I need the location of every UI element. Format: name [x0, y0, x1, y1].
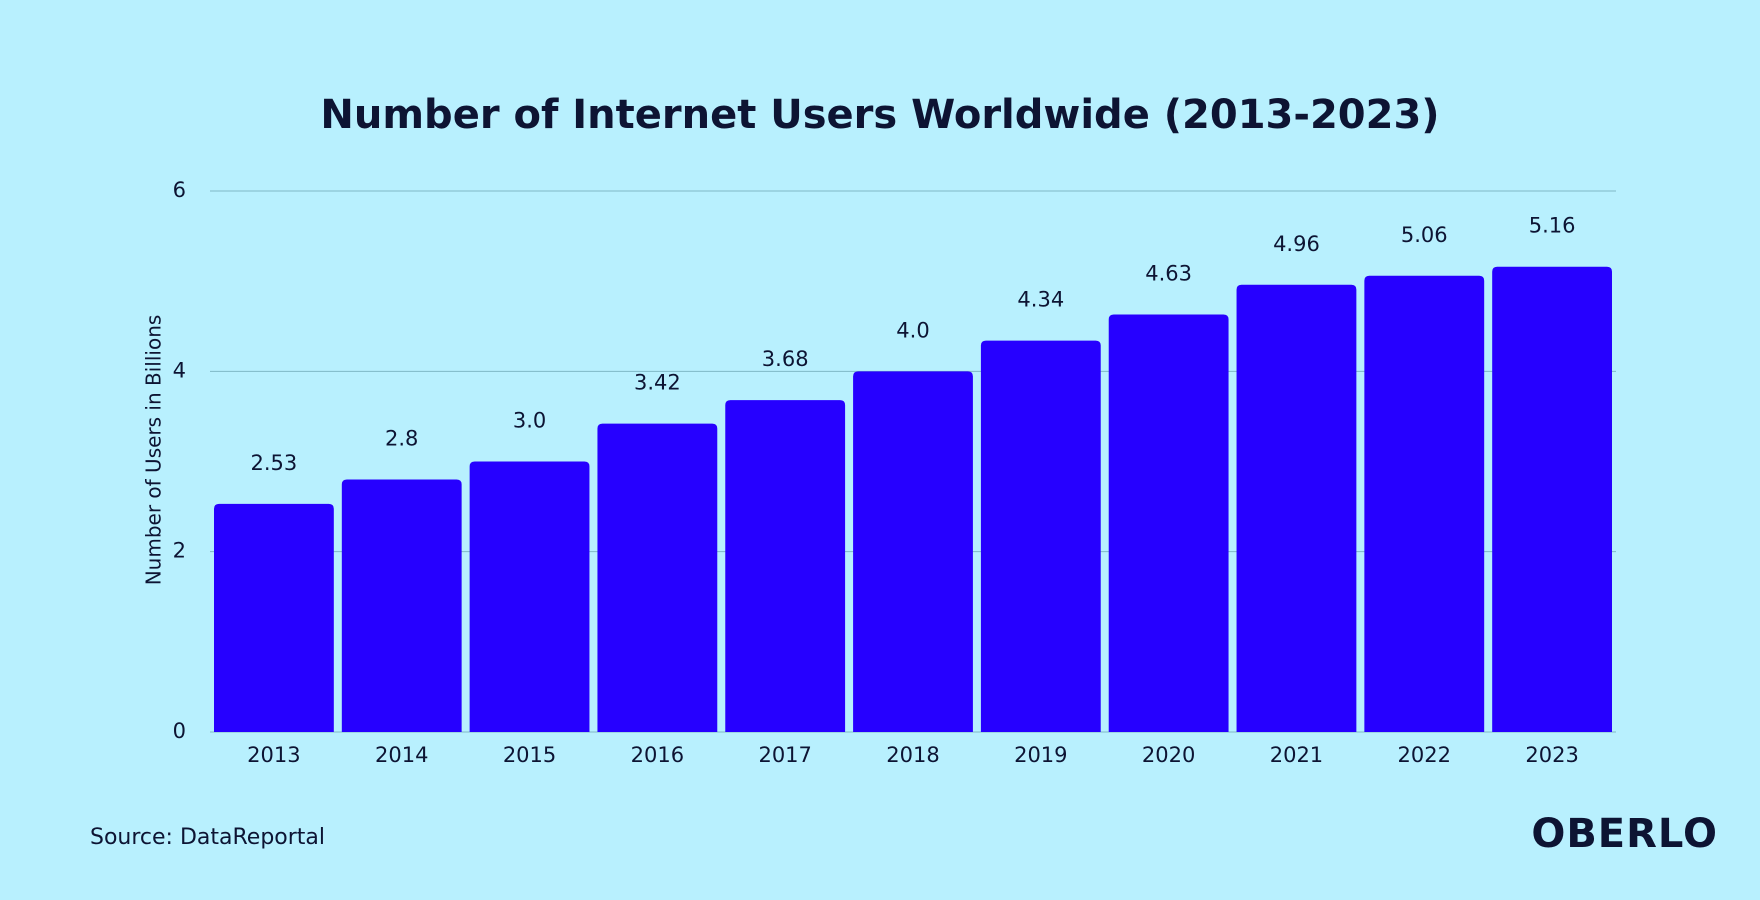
bar [469, 461, 590, 732]
x-tick-label: 2013 [247, 743, 300, 767]
value-label: 4.96 [1273, 232, 1320, 256]
x-tick-label: 2022 [1398, 743, 1451, 767]
x-tick-label: 2023 [1525, 743, 1578, 767]
value-label: 3.68 [762, 347, 809, 371]
bar [853, 371, 973, 732]
x-tick-label: 2014 [375, 743, 428, 767]
value-label: 5.06 [1401, 223, 1448, 247]
bar [341, 479, 462, 732]
y-axis-label: Number of Users in Billions [142, 315, 166, 586]
x-tick-label: 2021 [1270, 743, 1323, 767]
source: Source: DataReportal [90, 825, 325, 850]
y-tick-label: 0 [173, 719, 186, 743]
bar [1364, 275, 1485, 732]
x-tick-label: 2020 [1142, 743, 1195, 767]
value-label: 4.0 [896, 318, 929, 342]
x-tick-label: 2016 [631, 743, 684, 767]
bar [1492, 266, 1612, 732]
chart-title: Number of Internet Users Worldwide (2013… [320, 92, 1439, 138]
bar [214, 503, 334, 732]
x-tick-label: 2017 [758, 743, 811, 767]
value-label: 3.42 [634, 371, 681, 395]
value-label: 4.34 [1017, 288, 1064, 312]
x-tick-label: 2018 [886, 743, 939, 767]
value-label: 3.0 [513, 409, 546, 433]
y-tick-label: 6 [173, 178, 186, 202]
x-tick-label: 2019 [1014, 743, 1067, 767]
value-label: 2.8 [385, 427, 418, 451]
value-label: 2.53 [251, 451, 298, 475]
y-tick-label: 4 [173, 358, 186, 382]
bar [1236, 284, 1357, 732]
value-label: 5.16 [1529, 214, 1576, 238]
bar [597, 423, 718, 732]
bar [1108, 314, 1229, 732]
bar [980, 340, 1101, 732]
value-label: 4.63 [1145, 262, 1192, 286]
y-tick-label: 2 [173, 539, 186, 563]
x-tick-label: 2015 [503, 743, 556, 767]
bar [725, 400, 846, 732]
logo: OBERLO [1531, 811, 1718, 857]
